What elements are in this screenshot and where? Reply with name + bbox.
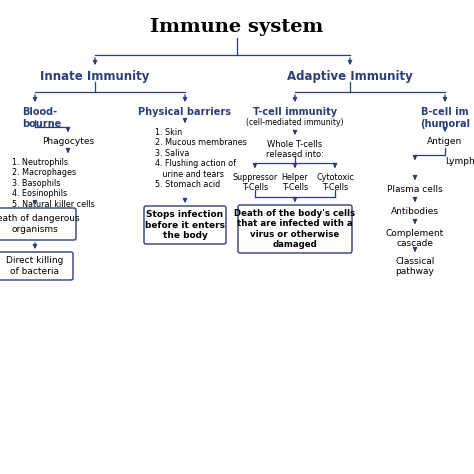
Text: Adaptive Immunity: Adaptive Immunity <box>287 70 413 83</box>
Text: Helper
T-Cells: Helper T-Cells <box>282 173 308 192</box>
Text: (cell-mediated immunity): (cell-mediated immunity) <box>246 118 344 127</box>
Text: Death of dangerous
organisms: Death of dangerous organisms <box>0 214 80 234</box>
Text: T-cell immunity: T-cell immunity <box>253 107 337 117</box>
Text: Classical
pathway: Classical pathway <box>395 257 435 276</box>
Text: Immune system: Immune system <box>150 18 324 36</box>
Text: B-cell im
(humoral: B-cell im (humoral <box>420 107 470 128</box>
Text: 1. Skin
2. Mucous membranes
3. Saliva
4. Flushing action of
   urine and tears
5: 1. Skin 2. Mucous membranes 3. Saliva 4.… <box>155 128 247 189</box>
Text: Antibodies: Antibodies <box>391 207 439 216</box>
Text: Plasma cells: Plasma cells <box>387 185 443 194</box>
Text: Suppressor
T-Cells: Suppressor T-Cells <box>232 173 278 192</box>
Text: Antigen: Antigen <box>428 137 463 146</box>
Text: Whole T-cells
released into:: Whole T-cells released into: <box>266 140 324 159</box>
Text: 1. Neutrophils
2. Macrophages
3. Basophils
4. Eosinophils
5. Natural killer cell: 1. Neutrophils 2. Macrophages 3. Basophi… <box>12 158 95 209</box>
FancyBboxPatch shape <box>144 206 226 244</box>
FancyBboxPatch shape <box>0 252 73 280</box>
Text: Cytotoxic
T-Cells: Cytotoxic T-Cells <box>316 173 354 192</box>
Text: Blood-
bourne: Blood- bourne <box>22 107 61 128</box>
Text: Innate Immunity: Innate Immunity <box>40 70 150 83</box>
Text: Complement
cascade: Complement cascade <box>386 229 444 248</box>
Text: Direct killing
of bacteria: Direct killing of bacteria <box>6 256 64 276</box>
FancyBboxPatch shape <box>238 205 352 253</box>
Text: Physical barriers: Physical barriers <box>138 107 231 117</box>
FancyBboxPatch shape <box>0 208 76 240</box>
Text: Death of the body's cells
that are infected with a
virus or otherwise
damaged: Death of the body's cells that are infec… <box>235 209 356 249</box>
Text: Phagocytes: Phagocytes <box>42 137 94 146</box>
Text: Lymph: Lymph <box>445 157 474 166</box>
Text: Stops infection
before it enters
the body: Stops infection before it enters the bod… <box>145 210 225 240</box>
